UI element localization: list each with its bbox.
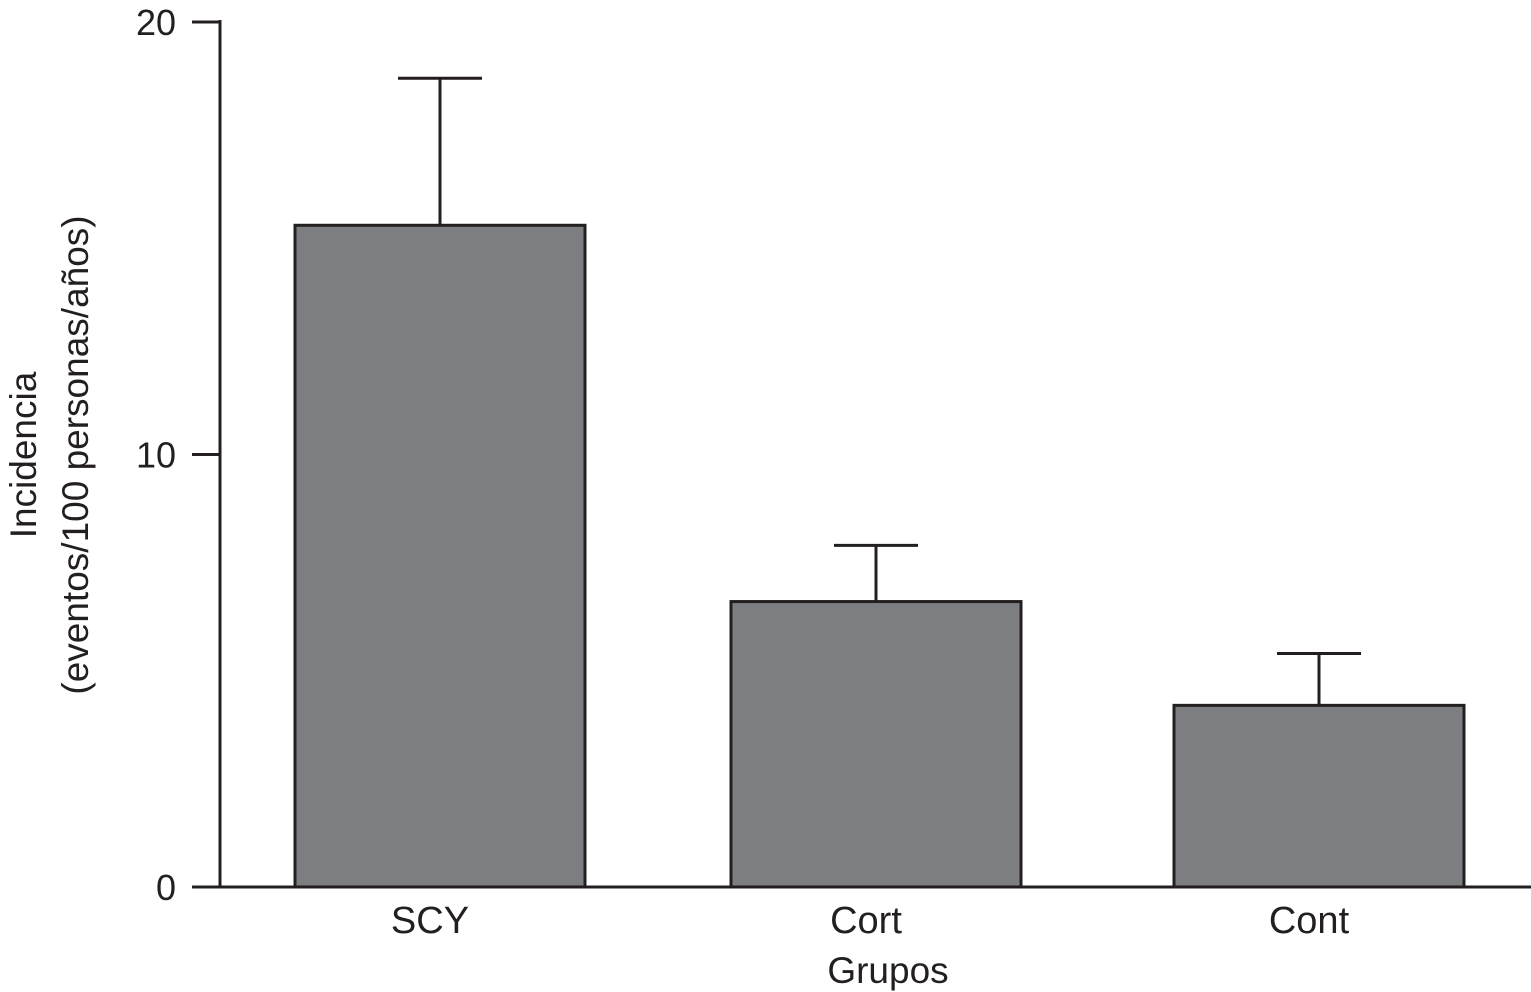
category-label-cont: Cont — [1269, 900, 1350, 942]
y-tick-label: 0 — [156, 867, 176, 908]
bars — [293, 223, 1466, 889]
bar-cort — [729, 600, 1023, 889]
error-bars — [398, 76, 1361, 706]
y-ticks: 0 10 20 — [136, 2, 220, 908]
category-label-scy: SCY — [391, 900, 469, 942]
category-label-cort: Cort — [830, 900, 902, 942]
y-axis-title-line2: (eventos/100 personas/años) — [55, 215, 96, 694]
bar-cont — [1172, 703, 1466, 889]
y-tick-label: 10 — [136, 435, 176, 476]
category-labels: SCY Cort Cont — [391, 900, 1350, 942]
y-axis-title-line1: Incidencia — [3, 371, 44, 538]
y-tick-label: 20 — [136, 2, 176, 43]
x-axis-title: Grupos — [827, 950, 948, 991]
bar-scy — [293, 223, 587, 889]
